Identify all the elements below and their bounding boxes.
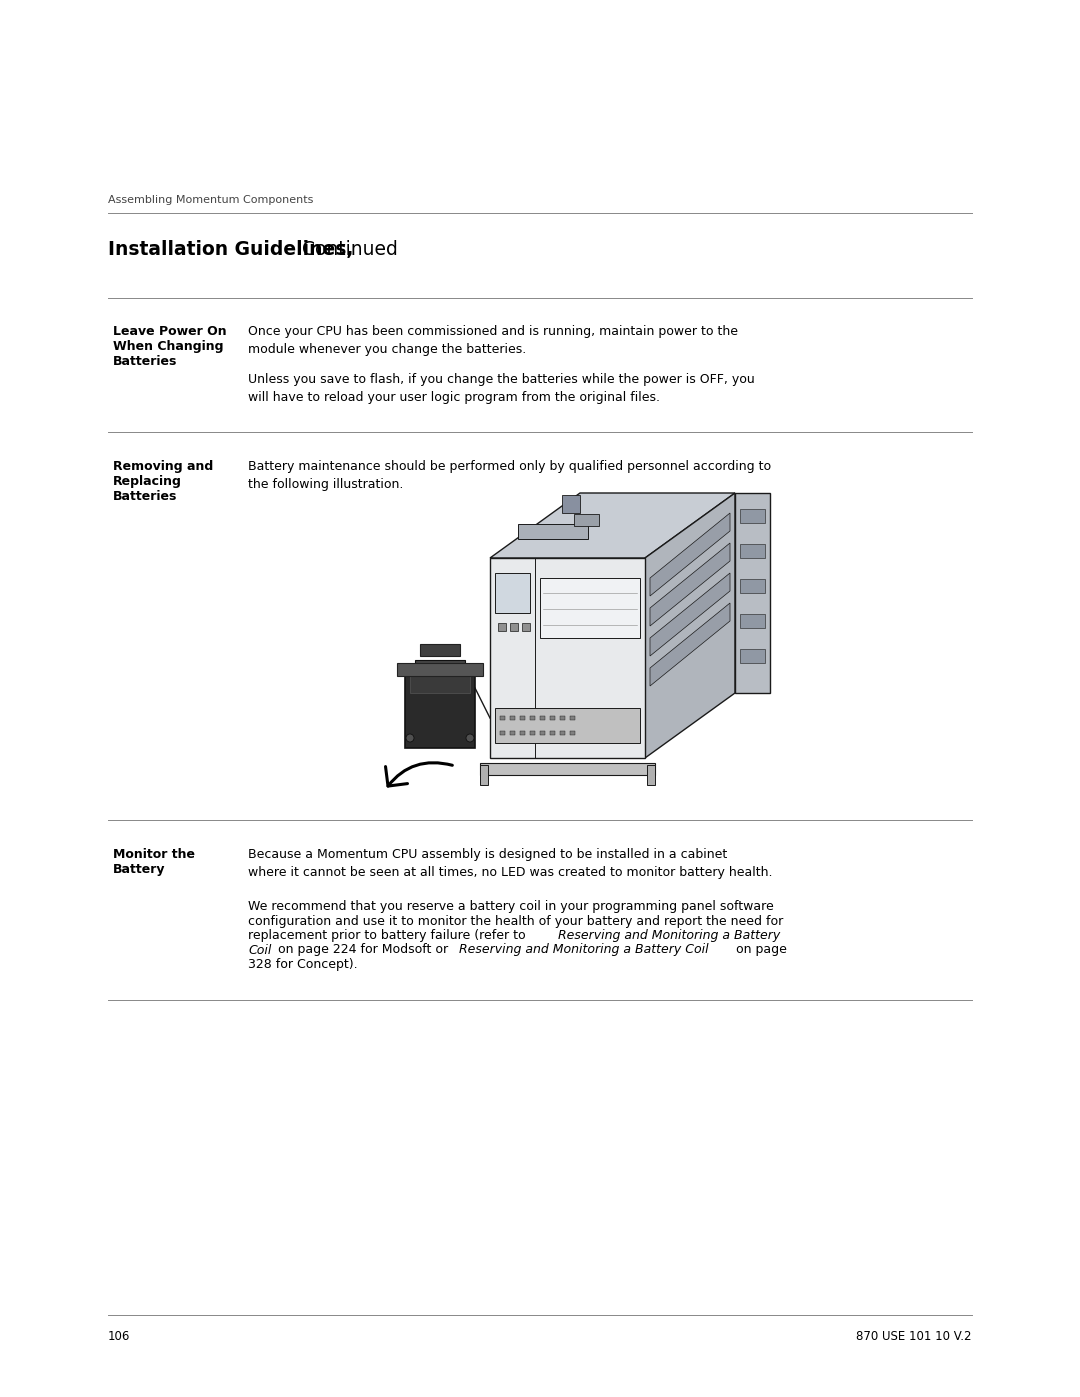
- Bar: [495, 708, 640, 743]
- Text: Once your CPU has been commissioned and is running, maintain power to the
module: Once your CPU has been commissioned and …: [248, 326, 738, 356]
- Text: Monitor the: Monitor the: [113, 848, 195, 861]
- Bar: [550, 717, 555, 719]
- Bar: [498, 623, 507, 631]
- Bar: [562, 495, 580, 513]
- Text: on page 224 for Modsoft or: on page 224 for Modsoft or: [274, 943, 453, 957]
- Polygon shape: [735, 493, 770, 693]
- Text: Leave Power On: Leave Power On: [113, 326, 227, 338]
- Bar: [510, 731, 515, 735]
- Bar: [740, 615, 765, 629]
- Bar: [510, 623, 518, 631]
- Bar: [480, 766, 488, 785]
- Text: Because a Momentum CPU assembly is designed to be installed in a cabinet
where i: Because a Momentum CPU assembly is desig…: [248, 848, 772, 879]
- Polygon shape: [650, 573, 730, 657]
- Bar: [495, 573, 530, 613]
- Text: Continued: Continued: [302, 240, 397, 258]
- Polygon shape: [397, 664, 483, 676]
- Bar: [480, 763, 654, 775]
- Polygon shape: [650, 543, 730, 626]
- Text: 106: 106: [108, 1330, 131, 1343]
- Bar: [573, 514, 599, 525]
- Text: replacement prior to battery failure (refer to: replacement prior to battery failure (re…: [248, 929, 529, 942]
- Text: Reserving and Monitoring a Battery Coil: Reserving and Monitoring a Battery Coil: [459, 943, 708, 957]
- Bar: [570, 717, 575, 719]
- Bar: [410, 664, 470, 693]
- Text: Replacing: Replacing: [113, 475, 181, 488]
- FancyArrowPatch shape: [386, 763, 453, 787]
- Bar: [420, 644, 460, 657]
- Bar: [561, 731, 565, 735]
- Text: Reserving and Monitoring a Battery: Reserving and Monitoring a Battery: [558, 929, 780, 942]
- Bar: [540, 731, 545, 735]
- Bar: [540, 578, 640, 638]
- Text: Installation Guidelines,: Installation Guidelines,: [108, 240, 353, 258]
- Text: Batteries: Batteries: [113, 355, 177, 367]
- Text: configuration and use it to monitor the health of your battery and report the ne: configuration and use it to monitor the …: [248, 915, 783, 928]
- Polygon shape: [490, 493, 735, 557]
- Text: 870 USE 101 10 V.2: 870 USE 101 10 V.2: [856, 1330, 972, 1343]
- Bar: [740, 543, 765, 557]
- Bar: [510, 717, 515, 719]
- Text: on page: on page: [732, 943, 787, 957]
- Text: When Changing: When Changing: [113, 339, 224, 353]
- Text: We recommend that you reserve a battery coil in your programming panel software: We recommend that you reserve a battery …: [248, 900, 773, 914]
- Bar: [647, 766, 654, 785]
- Bar: [740, 650, 765, 664]
- Bar: [570, 731, 575, 735]
- Bar: [519, 731, 525, 735]
- Polygon shape: [490, 557, 645, 759]
- Bar: [500, 731, 505, 735]
- Bar: [740, 509, 765, 522]
- Circle shape: [465, 733, 474, 742]
- Bar: [530, 731, 535, 735]
- Bar: [519, 717, 525, 719]
- Polygon shape: [650, 513, 730, 597]
- Circle shape: [406, 733, 414, 742]
- Polygon shape: [405, 668, 475, 747]
- Polygon shape: [518, 524, 588, 538]
- Polygon shape: [645, 493, 735, 759]
- Text: Battery maintenance should be performed only by qualified personnel according to: Battery maintenance should be performed …: [248, 460, 771, 490]
- Bar: [740, 578, 765, 592]
- Bar: [530, 717, 535, 719]
- Text: Batteries: Batteries: [113, 490, 177, 503]
- Text: Assembling Momentum Components: Assembling Momentum Components: [108, 196, 313, 205]
- Text: Removing and: Removing and: [113, 460, 213, 474]
- Bar: [500, 717, 505, 719]
- Bar: [540, 717, 545, 719]
- Bar: [522, 623, 530, 631]
- Text: Battery: Battery: [113, 863, 165, 876]
- Polygon shape: [650, 604, 730, 686]
- Text: Coil: Coil: [248, 943, 271, 957]
- Text: 328 for Concept).: 328 for Concept).: [248, 958, 357, 971]
- Bar: [550, 731, 555, 735]
- Bar: [561, 717, 565, 719]
- Bar: [415, 659, 465, 668]
- Text: Unless you save to flash, if you change the batteries while the power is OFF, yo: Unless you save to flash, if you change …: [248, 373, 755, 404]
